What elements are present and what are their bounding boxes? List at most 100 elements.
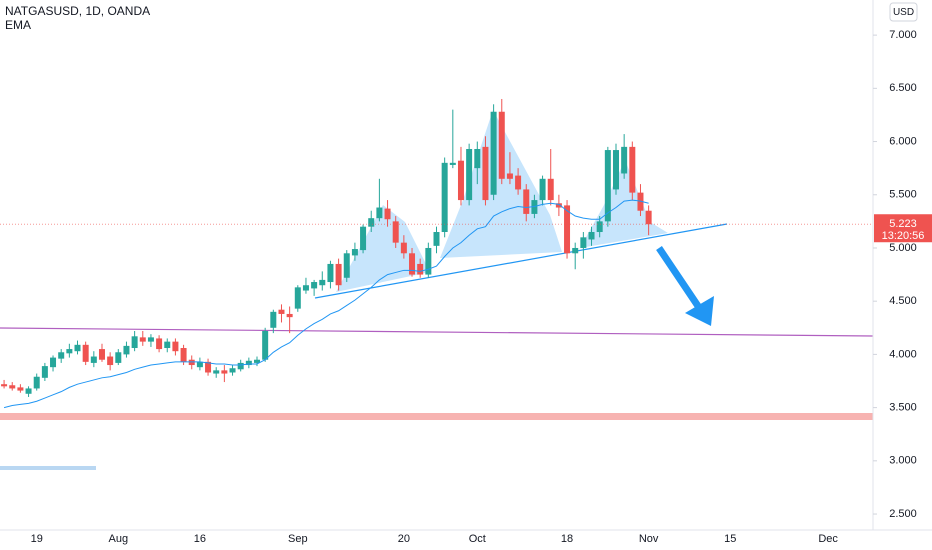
candle-body [335,263,342,286]
x-tick-label: 16 [194,533,206,545]
candle-body [564,205,571,254]
y-tick-label: 6.500 [889,82,917,94]
x-tick-label: 15 [724,533,736,545]
candle-body [433,232,440,246]
candle-body [50,357,57,368]
candle-body [506,173,513,179]
candle-body [196,361,203,368]
candle-body [457,160,464,201]
x-tick-label: Nov [639,533,659,545]
candle-body [270,311,277,328]
x-tick-label: 19 [31,533,43,545]
candle-body [131,336,138,349]
candle-body [237,362,244,370]
x-tick-label: Aug [109,533,129,545]
price-tag [874,214,932,243]
candle-body [319,279,326,286]
candle-body [449,162,456,165]
chart-title: NATGASUSD, 1D, OANDA [5,4,150,18]
candle-body [572,247,579,254]
y-tick-label: 4.000 [889,348,917,360]
neckline [314,223,728,299]
candle-body [311,282,318,289]
candle-body [482,146,489,201]
y-tick-label: 5.000 [889,242,917,254]
y-tick-label: 4.500 [889,295,917,307]
candle-body [213,370,220,374]
y-tick-label: 3.000 [889,455,917,467]
candle-body [82,344,89,362]
x-tick-label: 20 [398,533,410,545]
candle-body [98,349,105,360]
plot [1,98,652,409]
candle-body [637,192,644,211]
candle-body [555,203,562,208]
y-tick-label: 7.000 [889,29,917,41]
y-tick-label: 2.500 [889,508,917,520]
candle-body [156,338,163,350]
candle-body [139,337,146,342]
currency-label[interactable]: USD [893,7,914,18]
candle-body [262,330,269,360]
candle-body [17,387,24,391]
x-tick-label: Sep [288,533,308,545]
countdown-label: 13:20:56 [882,230,925,242]
candle-body [580,237,587,248]
candle-body [384,208,391,220]
resistance-line [0,327,874,337]
candle-body [221,370,228,374]
candle-body [180,348,187,362]
y-tick-label: 3.500 [889,402,917,414]
candle-body [245,360,252,366]
candle-body [547,178,554,201]
candle-body [74,344,81,352]
y-tick-label: 5.500 [889,189,917,201]
candle-body [278,309,285,314]
candle-body [229,368,236,373]
candle-body [531,200,538,214]
candle-body [58,352,65,359]
candle-body [123,345,130,355]
candle-body [294,287,301,309]
candle-body [376,207,383,219]
candle-body [147,337,154,342]
candle-body [368,218,375,227]
candle-body [115,352,122,363]
candle-body [343,253,350,278]
arrow-shaft [656,246,705,314]
candle-body [441,162,448,233]
candle-body [417,263,424,275]
candle-body [392,221,399,243]
candle-body [539,178,546,201]
candle-body [645,210,652,225]
candle-body [188,359,195,366]
candle-body [25,388,32,394]
candle-body [41,366,48,378]
candle-body [164,341,171,349]
candle-body [621,146,628,174]
x-tick-label: 18 [561,533,573,545]
candle-body [588,232,595,240]
ema-line [3,199,649,409]
candle-body [9,385,16,389]
candle-body [351,249,358,256]
candle-body [498,111,505,179]
x-tick-label: Oct [469,533,486,545]
candle-body [254,359,261,363]
candle-body [612,150,619,190]
candle-body [409,253,416,275]
candle-body [172,341,179,352]
indicator-label: EMA [5,18,31,32]
candle-body [302,285,309,291]
candle-body [66,349,73,354]
candle-body [90,356,97,363]
candle-body [466,148,473,201]
candle-body [474,148,481,169]
candle-body [604,150,611,222]
candle-body [629,146,636,193]
currency-button[interactable] [889,2,918,22]
head [440,110,562,258]
candle-body [286,313,293,318]
